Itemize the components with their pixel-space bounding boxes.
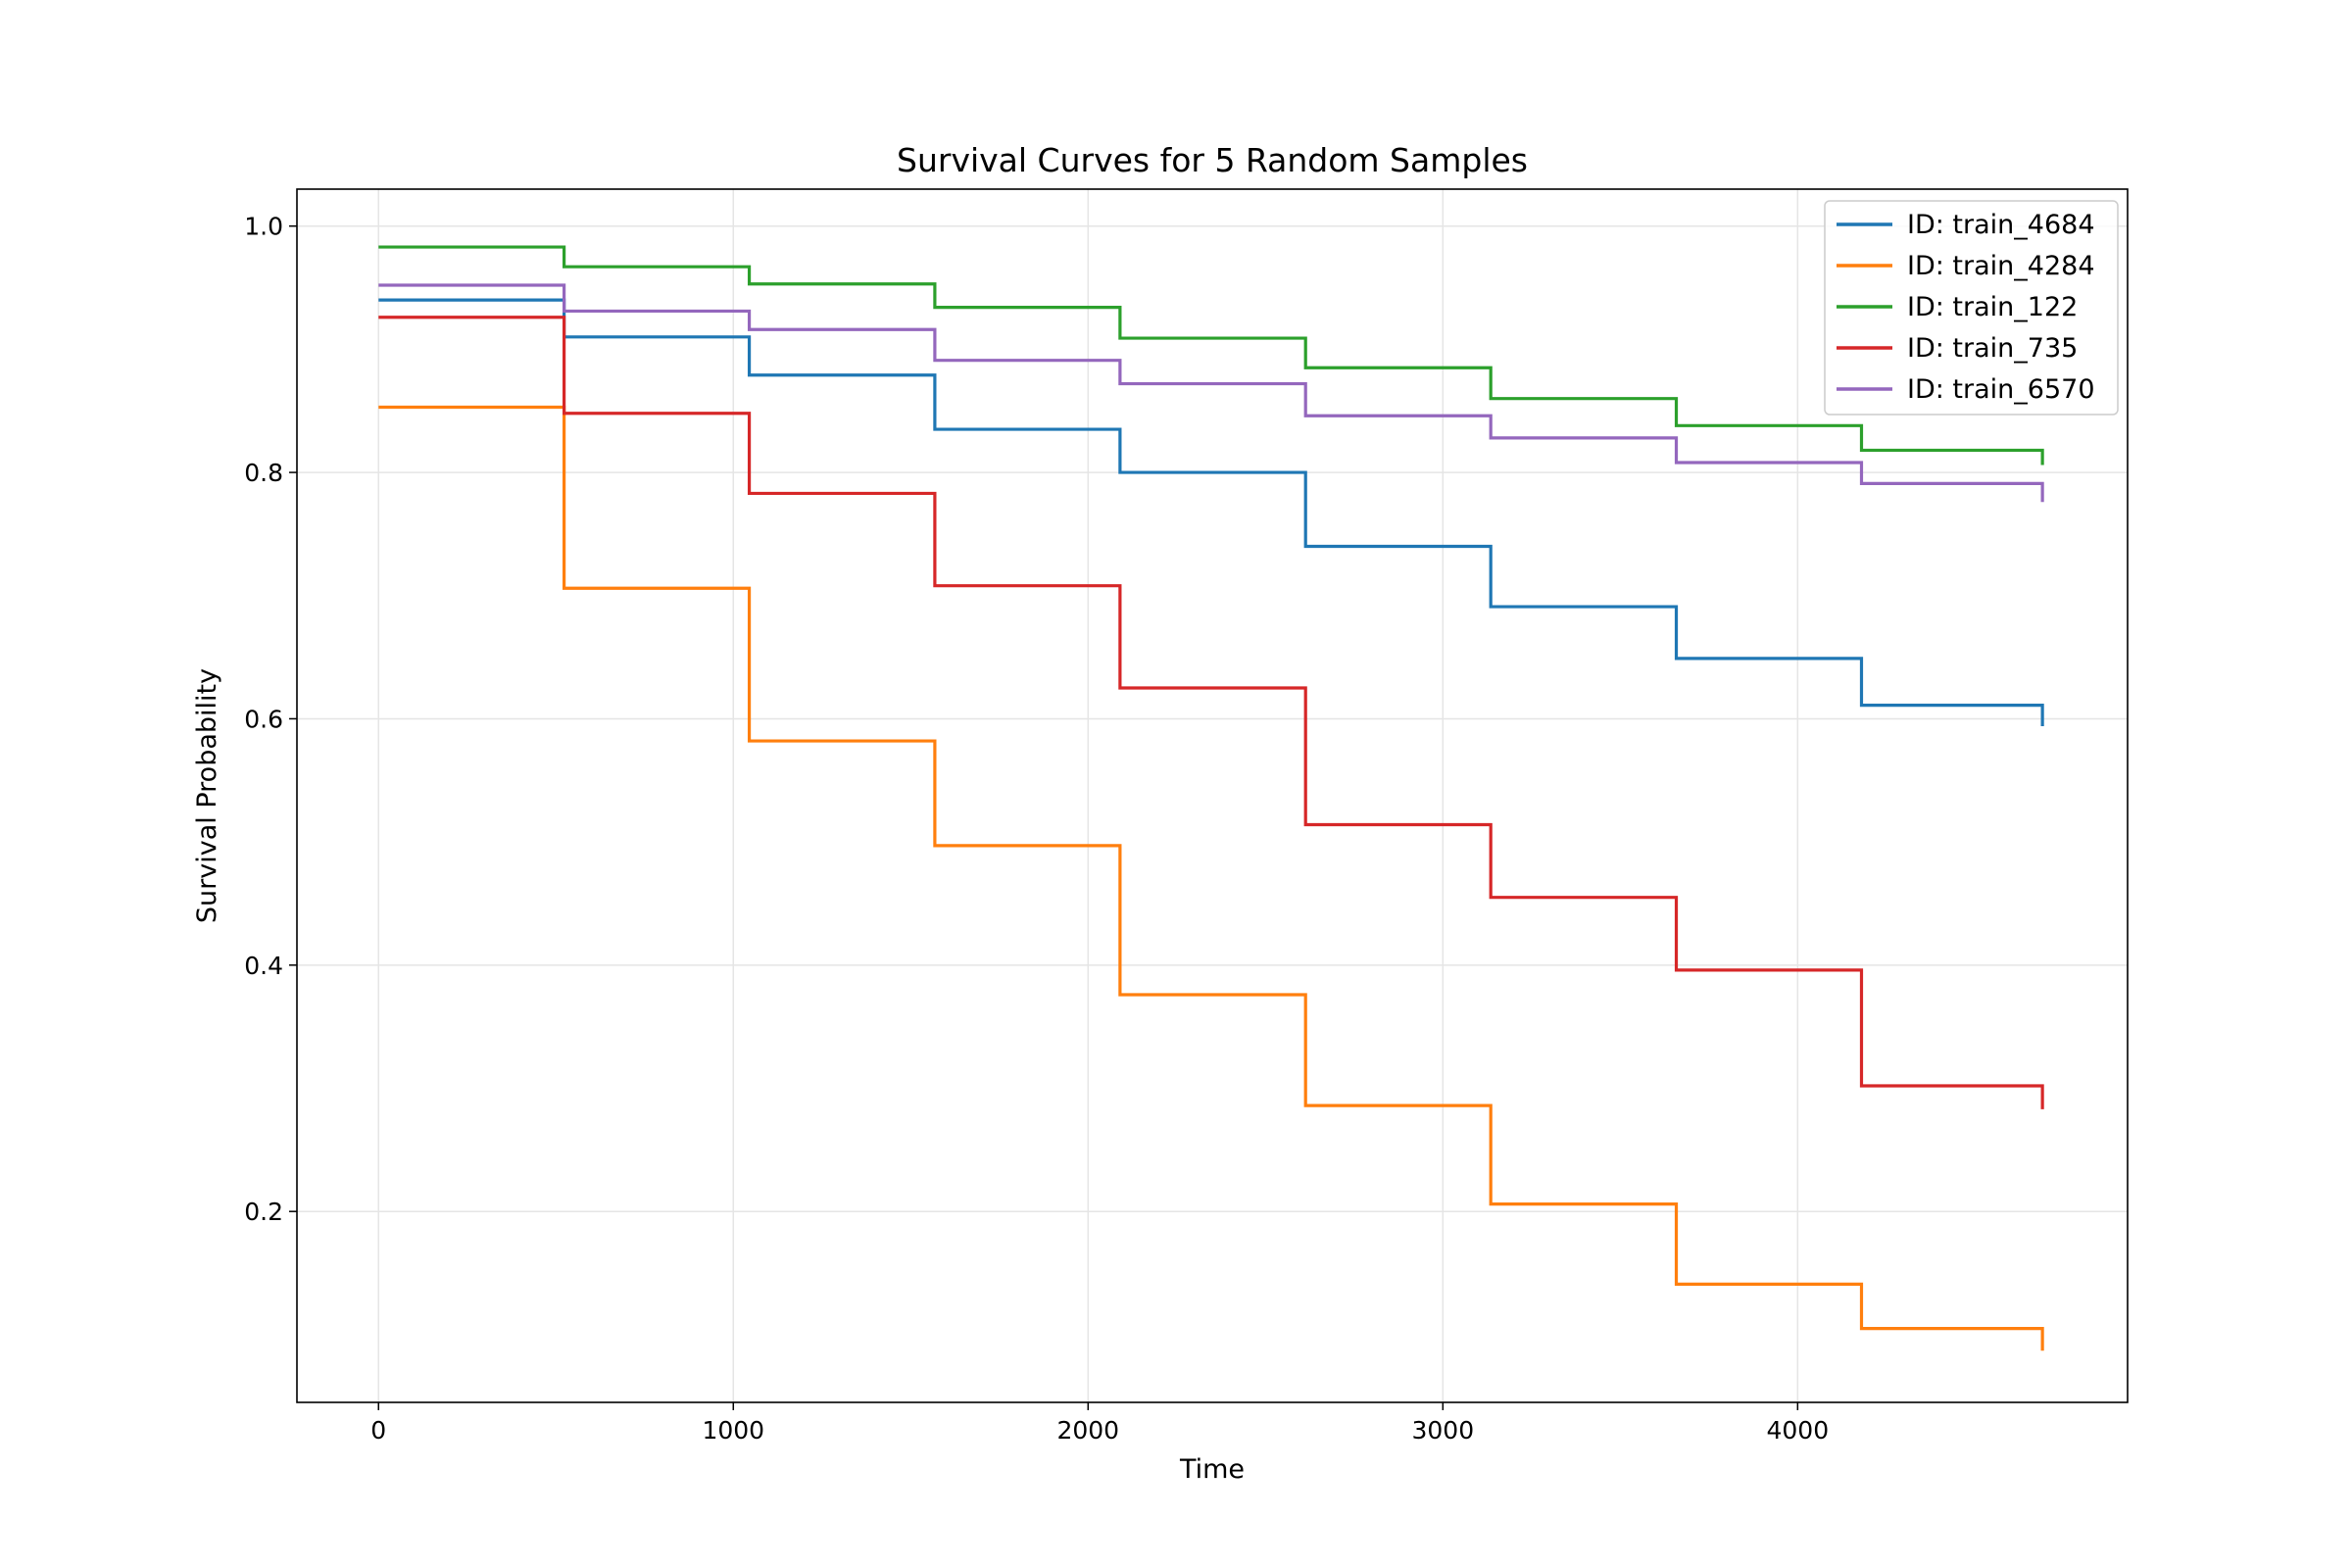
x-tick-label: 0 [370, 1416, 386, 1445]
x-tick-label: 2000 [1056, 1416, 1119, 1445]
chart-title: Survival Curves for 5 Random Samples [897, 141, 1528, 179]
series-line-4 [378, 316, 2044, 1109]
x-axis-label: Time [1179, 1454, 1245, 1485]
legend-box [1824, 200, 2119, 416]
legend-label: ID: train_735 [1907, 333, 2078, 364]
legend: ID: train_4684 ID: train_4284 ID: train_12… [1824, 200, 2119, 416]
x-tick-label: 1000 [702, 1416, 764, 1445]
series-line-3 [378, 245, 2044, 466]
legend-label: ID: train_122 [1907, 292, 2078, 322]
series-line-2 [378, 405, 2044, 1351]
y-tick-label: 0.6 [244, 705, 283, 733]
legend-label: ID: train_4684 [1907, 210, 2095, 240]
plot-frame [296, 188, 2129, 1403]
legend-label: ID: train_6570 [1907, 374, 2095, 405]
legend-label: ID: train_4284 [1907, 251, 2095, 281]
x-tick-label: 4000 [1767, 1416, 1830, 1445]
y-tick-label: 1.0 [244, 213, 283, 241]
series-line-5 [378, 283, 2044, 503]
x-tick-label: 3000 [1411, 1416, 1474, 1445]
y-tick-label: 0.4 [244, 952, 283, 980]
y-axis-label: Survival Probability [192, 668, 222, 923]
series-layer [378, 245, 2044, 1351]
y-tick-label: 0.2 [244, 1198, 283, 1226]
tick-layer: 0 1000 2000 3000 4000 0.2 0.4 0.6 0.8 1.0 [244, 213, 1829, 1445]
series-line-1 [378, 298, 2044, 726]
y-tick-label: 0.8 [244, 459, 283, 487]
